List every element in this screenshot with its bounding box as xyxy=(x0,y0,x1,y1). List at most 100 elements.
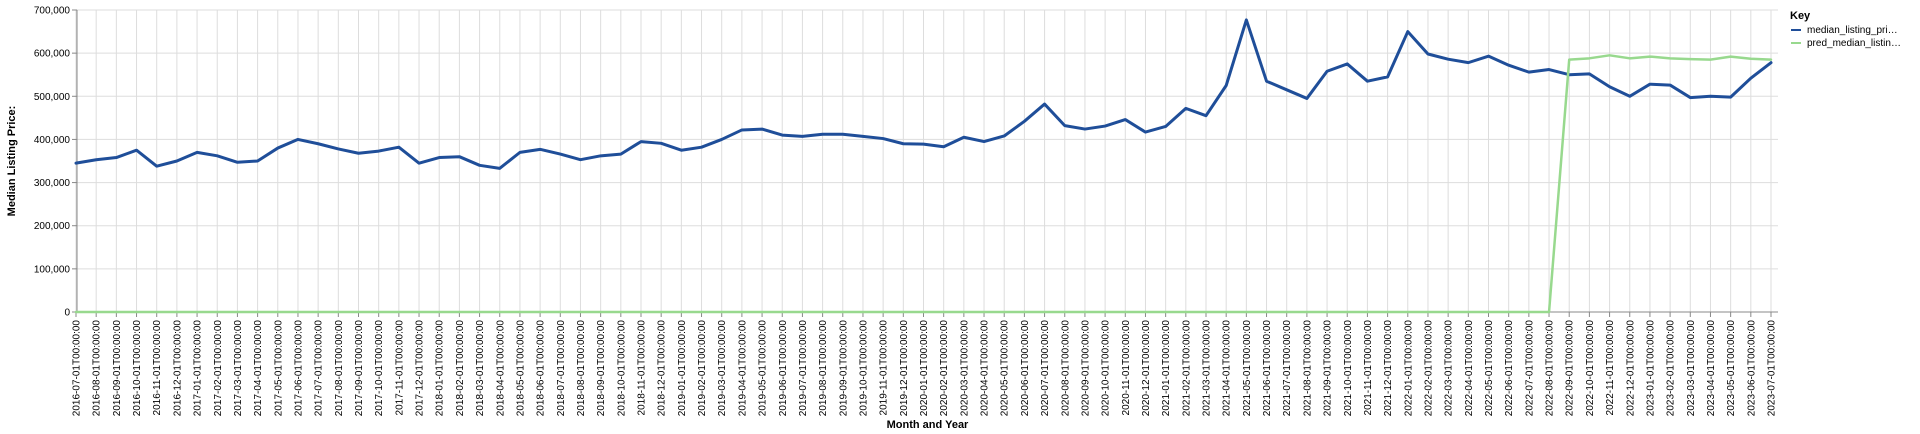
x-tick-label: 2018-06-01T00:00:00 xyxy=(536,320,547,417)
x-tick-label: 2021-12-01T00:00:00 xyxy=(1383,320,1394,417)
x-tick-label: 2021-03-01T00:00:00 xyxy=(1202,320,1213,417)
x-tick-label: 2018-07-01T00:00:00 xyxy=(556,320,567,417)
x-tick-label: 2023-05-01T00:00:00 xyxy=(1726,320,1737,417)
x-tick-label: 2019-04-01T00:00:00 xyxy=(737,320,748,417)
x-tick-label: 2020-10-01T00:00:00 xyxy=(1101,320,1112,417)
axes-layer: 0 100,000 200,000 300,000 400,000 500,000 600,… xyxy=(34,6,1778,417)
x-tick-label: 2022-08-01T00:00:00 xyxy=(1545,320,1556,417)
x-tick-label: 2017-10-01T00:00:00 xyxy=(374,320,385,417)
x-tick-label: 2022-11-01T00:00:00 xyxy=(1605,320,1616,416)
x-tick-label: 2021-08-01T00:00:00 xyxy=(1302,320,1313,417)
x-tick-label: 2021-04-01T00:00:00 xyxy=(1222,320,1233,417)
x-tick-label: 2018-02-01T00:00:00 xyxy=(455,320,466,417)
x-tick-label: 2019-10-01T00:00:00 xyxy=(858,320,869,417)
x-tick-label: 2023-02-01T00:00:00 xyxy=(1666,320,1677,417)
series-layer xyxy=(74,18,1773,314)
x-tick-label: 2022-12-01T00:00:00 xyxy=(1625,320,1636,417)
x-tick-label: 2019-02-01T00:00:00 xyxy=(697,320,708,417)
x-tick-label: 2019-03-01T00:00:00 xyxy=(717,320,728,417)
x-tick-label: 2017-09-01T00:00:00 xyxy=(354,320,365,417)
y-tick-label: 600,000 xyxy=(34,49,71,60)
x-tick-label: 2017-02-01T00:00:00 xyxy=(213,320,224,417)
x-tick-label: 2020-06-01T00:00:00 xyxy=(1020,320,1031,417)
x-tick-label: 2017-08-01T00:00:00 xyxy=(334,320,345,417)
x-tick-label: 2020-12-01T00:00:00 xyxy=(1141,320,1152,417)
x-tick-label: 2017-07-01T00:00:00 xyxy=(314,320,325,417)
y-tick-label: 500,000 xyxy=(34,92,71,103)
x-tick-label: 2018-12-01T00:00:00 xyxy=(657,320,668,417)
x-tick-label: 2017-03-01T00:00:00 xyxy=(233,320,244,417)
x-tick-label: 2018-03-01T00:00:00 xyxy=(475,320,486,417)
x-axis-title: Month and Year xyxy=(887,419,969,431)
x-tick-label: 2018-08-01T00:00:00 xyxy=(576,320,587,417)
x-tick-label: 2019-11-01T00:00:00 xyxy=(879,320,890,416)
x-tick-label: 2018-05-01T00:00:00 xyxy=(515,320,526,417)
x-tick-label: 2020-01-01T00:00:00 xyxy=(919,320,930,417)
x-tick-label: 2022-02-01T00:00:00 xyxy=(1423,320,1434,417)
series-line-pred_median_listing xyxy=(74,54,1773,314)
x-tick-label: 2019-09-01T00:00:00 xyxy=(838,320,849,417)
x-tick-label: 2023-07-01T00:00:00 xyxy=(1767,320,1778,417)
y-tick-label: 100,000 xyxy=(34,264,71,275)
x-tick-label: 2023-06-01T00:00:00 xyxy=(1746,320,1757,417)
x-tick-label: 2019-12-01T00:00:00 xyxy=(899,320,910,417)
y-tick-label: 300,000 xyxy=(34,178,71,189)
x-tick-label: 2019-01-01T00:00:00 xyxy=(677,320,688,417)
x-tick-label: 2022-09-01T00:00:00 xyxy=(1565,320,1576,417)
x-tick-label: 2018-09-01T00:00:00 xyxy=(596,320,607,417)
y-tick-label: 200,000 xyxy=(34,221,71,232)
x-tick-label: 2023-01-01T00:00:00 xyxy=(1645,320,1656,417)
x-tick-label: 2016-07-01T00:00:00 xyxy=(72,320,83,417)
legend-label-pred_median_listing: pred_median_listin… xyxy=(1807,38,1901,49)
x-tick-label: 2022-04-01T00:00:00 xyxy=(1464,320,1475,417)
x-tick-label: 2020-02-01T00:00:00 xyxy=(939,320,950,417)
y-axis-title: Median Listing Price: xyxy=(6,106,18,217)
y-tick-label: 400,000 xyxy=(34,135,71,146)
x-tick-label: 2019-07-01T00:00:00 xyxy=(798,320,809,417)
x-tick-label: 2017-04-01T00:00:00 xyxy=(253,320,264,417)
x-tick-label: 2022-05-01T00:00:00 xyxy=(1484,320,1495,417)
x-tick-label: 2023-03-01T00:00:00 xyxy=(1686,320,1697,417)
grid-layer xyxy=(75,9,1778,313)
legend-label-median_listing_price: median_listing_pri… xyxy=(1807,25,1898,36)
x-tick-label: 2020-04-01T00:00:00 xyxy=(980,320,991,417)
x-tick-label: 2021-06-01T00:00:00 xyxy=(1262,320,1273,417)
x-tick-label: 2018-11-01T00:00:00 xyxy=(637,320,648,416)
y-tick-label: 0 xyxy=(64,308,70,319)
x-tick-label: 2016-10-01T00:00:00 xyxy=(132,320,143,417)
x-tick-label: 2022-06-01T00:00:00 xyxy=(1504,320,1515,417)
x-tick-label: 2021-10-01T00:00:00 xyxy=(1343,320,1354,417)
x-tick-label: 2016-12-01T00:00:00 xyxy=(172,320,183,417)
x-tick-label: 2017-01-01T00:00:00 xyxy=(193,320,204,417)
x-tick-label: 2020-11-01T00:00:00 xyxy=(1121,320,1132,416)
x-tick-label: 2016-09-01T00:00:00 xyxy=(112,320,123,417)
x-tick-label: 2018-01-01T00:00:00 xyxy=(435,320,446,417)
x-tick-label: 2021-07-01T00:00:00 xyxy=(1282,320,1293,417)
x-tick-label: 2020-03-01T00:00:00 xyxy=(959,320,970,417)
x-tick-label: 2018-10-01T00:00:00 xyxy=(616,320,627,417)
x-tick-label: 2022-03-01T00:00:00 xyxy=(1444,320,1455,417)
legend-title: Key xyxy=(1790,10,1811,22)
x-tick-label: 2016-08-01T00:00:00 xyxy=(92,320,103,417)
legend: Key median_listing_pri… pred_median_listi… xyxy=(1790,10,1901,49)
x-tick-label: 2019-05-01T00:00:00 xyxy=(758,320,769,417)
series-line-median_listing_price xyxy=(74,18,1773,170)
x-tick-label: 2016-11-01T00:00:00 xyxy=(152,320,163,416)
x-tick-label: 2021-05-01T00:00:00 xyxy=(1242,320,1253,417)
x-tick-label: 2019-08-01T00:00:00 xyxy=(818,320,829,417)
x-tick-label: 2017-11-01T00:00:00 xyxy=(394,320,405,416)
x-tick-label: 2017-06-01T00:00:00 xyxy=(293,320,304,417)
x-tick-label: 2022-01-01T00:00:00 xyxy=(1403,320,1414,417)
x-tick-label: 2020-05-01T00:00:00 xyxy=(1000,320,1011,417)
x-tick-label: 2023-04-01T00:00:00 xyxy=(1706,320,1717,417)
x-tick-label: 2018-04-01T00:00:00 xyxy=(495,320,506,417)
x-tick-label: 2021-01-01T00:00:00 xyxy=(1161,320,1172,417)
x-tick-label: 2022-07-01T00:00:00 xyxy=(1524,320,1535,417)
x-tick-label: 2022-10-01T00:00:00 xyxy=(1585,320,1596,417)
x-tick-label: 2017-05-01T00:00:00 xyxy=(273,320,284,417)
x-tick-label: 2017-12-01T00:00:00 xyxy=(415,320,426,417)
x-tick-label: 2020-08-01T00:00:00 xyxy=(1060,320,1071,417)
x-tick-label: 2021-09-01T00:00:00 xyxy=(1323,320,1334,417)
y-tick-label: 700,000 xyxy=(34,6,71,17)
